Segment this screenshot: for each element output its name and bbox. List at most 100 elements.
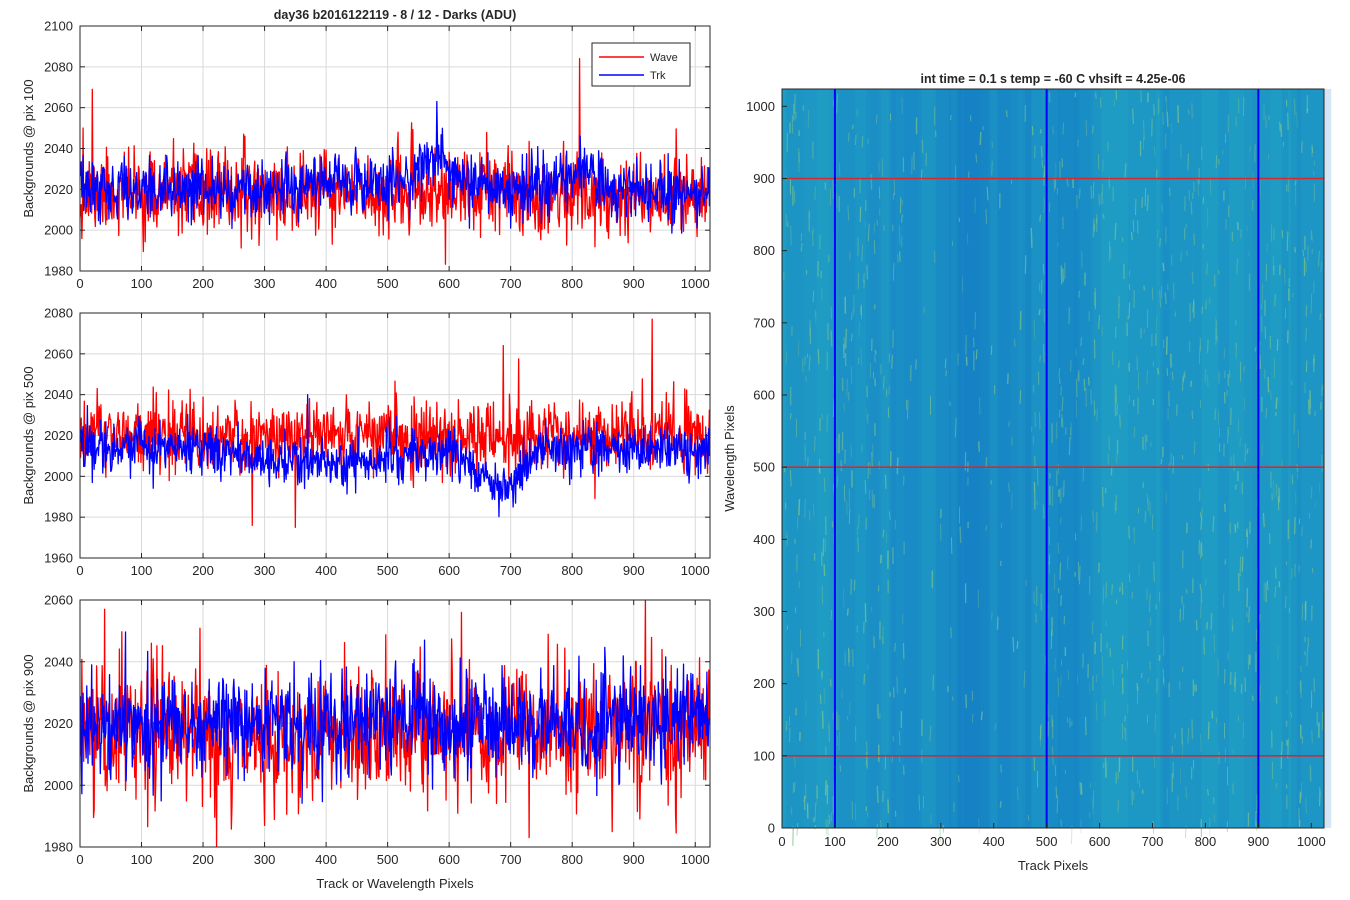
heatmap-streak xyxy=(836,94,838,114)
heatmap-band xyxy=(1160,89,1170,828)
heatmap-chart: 0 100 200 300 400 500 600 700 800 900 1000 0 100 200 3… xyxy=(722,72,1332,873)
heatmap-streak xyxy=(1080,337,1082,346)
heatmap-streak xyxy=(789,470,792,487)
heatmap-streak xyxy=(1054,658,1057,671)
heatmap-streak xyxy=(1133,426,1136,438)
x-tick-label: 700 xyxy=(1142,834,1164,849)
heatmap-streak xyxy=(1149,661,1151,670)
heatmap-streak xyxy=(1195,619,1198,631)
heatmap-streak xyxy=(814,825,817,830)
x-tick-label: 900 xyxy=(623,276,645,291)
heatmap-streak xyxy=(1033,320,1036,340)
heatmap-streak xyxy=(1165,336,1168,355)
heatmap-streak xyxy=(830,306,833,320)
heatmap-streak xyxy=(1136,682,1139,692)
heatmap-streak xyxy=(1133,532,1136,545)
y-tick-label: 700 xyxy=(753,315,775,330)
heatmap-streak xyxy=(1060,595,1063,606)
heatmap-streak xyxy=(1039,129,1042,134)
heatmap-streak xyxy=(1214,408,1217,421)
heatmap-streak xyxy=(1070,825,1073,845)
heatmap-band xyxy=(959,89,982,828)
heatmap-streak xyxy=(955,418,957,438)
y-tick-label: 500 xyxy=(753,460,775,475)
heatmap-streak xyxy=(876,823,878,838)
heatmap-streak xyxy=(798,499,801,516)
heatmap-streak xyxy=(1166,367,1169,376)
chart-title: day36 b2016122119 - 8 / 12 - Darks (ADU) xyxy=(274,8,517,22)
heatmap-streak xyxy=(793,190,796,204)
x-tick-label: 800 xyxy=(561,852,583,867)
heatmap-streak xyxy=(847,205,849,221)
heatmap-streak xyxy=(1078,188,1081,199)
heatmap-streak xyxy=(1164,290,1166,296)
heatmap-streak xyxy=(1259,684,1262,703)
heatmap-streak xyxy=(1128,525,1130,539)
heatmap-streak xyxy=(1207,721,1210,740)
heatmap-streak xyxy=(1187,109,1190,115)
y-tick-label: 2020 xyxy=(44,428,73,443)
heatmap-streak xyxy=(861,244,863,262)
heatmap-streak xyxy=(985,209,988,224)
heatmap-band xyxy=(1057,89,1093,828)
heatmap-streak xyxy=(1047,702,1049,718)
heatmap-streak xyxy=(1277,496,1280,511)
heatmap-streak xyxy=(1061,396,1064,412)
heatmap-streak xyxy=(1319,313,1322,321)
heatmap-streak xyxy=(1217,159,1220,165)
heatmap-streak xyxy=(1157,367,1160,375)
heatmap-streak xyxy=(1206,263,1208,275)
heatmap-streak xyxy=(1012,636,1015,653)
heatmap-streak xyxy=(1057,463,1060,475)
heatmap-band xyxy=(1046,89,1080,828)
heatmap-streak xyxy=(1115,452,1118,464)
heatmap-streak xyxy=(1201,306,1204,314)
heatmap-streak xyxy=(1079,565,1081,585)
heatmap-streak xyxy=(830,609,832,620)
heatmap-streak xyxy=(1246,587,1249,608)
heatmap-streak xyxy=(1008,482,1010,492)
x-tick-label: 200 xyxy=(192,276,214,291)
heatmap-streak xyxy=(851,124,854,130)
heatmap-streak xyxy=(1040,146,1043,158)
y-tick-label: 2060 xyxy=(44,593,73,608)
y-tick-label: 300 xyxy=(753,604,775,619)
y-axis-label: Backgrounds @ pix 900 xyxy=(21,654,36,792)
heatmap-streak xyxy=(1146,369,1148,385)
heatmap-streak xyxy=(1198,345,1201,365)
heatmap-streak xyxy=(1182,603,1185,621)
heatmap-streak xyxy=(812,290,815,303)
heatmap-streak xyxy=(1236,221,1239,231)
heatmap-streak xyxy=(857,536,859,552)
chart-title: int time = 0.1 s temp = -60 C vhsift = 4… xyxy=(920,72,1185,86)
heatmap-streak xyxy=(870,174,873,190)
heatmap-streak xyxy=(1286,231,1289,252)
heatmap-streak xyxy=(1306,646,1308,667)
heatmap-streak xyxy=(1193,684,1196,693)
heatmap-streak xyxy=(1207,788,1209,796)
x-tick-label: 900 xyxy=(1248,834,1270,849)
heatmap-streak xyxy=(1033,591,1036,605)
heatmap-streak xyxy=(1140,90,1143,103)
heatmap-band xyxy=(903,89,1031,828)
y-tick-label: 2060 xyxy=(44,100,73,115)
heatmap-streak xyxy=(1019,390,1022,404)
heatmap-streak xyxy=(1101,656,1104,677)
heatmap-streak xyxy=(1066,178,1069,187)
heatmap-streak xyxy=(1153,756,1156,769)
heatmap-band xyxy=(966,89,979,828)
legend-label-trk: Trk xyxy=(650,70,666,82)
line-chart-2: 0 100 200 300 400 500 600 700 800 900 1000 1960 1980… xyxy=(21,306,711,578)
heatmap-streak xyxy=(1293,413,1296,434)
heatmap-streak xyxy=(1052,126,1054,135)
heatmap-streak xyxy=(1037,468,1039,486)
heatmap-streak xyxy=(1265,115,1268,129)
heatmap-streak xyxy=(1153,561,1155,582)
heatmap-streak xyxy=(1112,668,1114,686)
heatmap-streak xyxy=(862,272,865,283)
heatmap-streak xyxy=(1102,214,1105,219)
heatmap-streak xyxy=(1102,487,1104,507)
heatmap-streak xyxy=(1061,268,1065,282)
heatmap-streak xyxy=(1030,227,1033,248)
heatmap-streak xyxy=(876,219,879,226)
